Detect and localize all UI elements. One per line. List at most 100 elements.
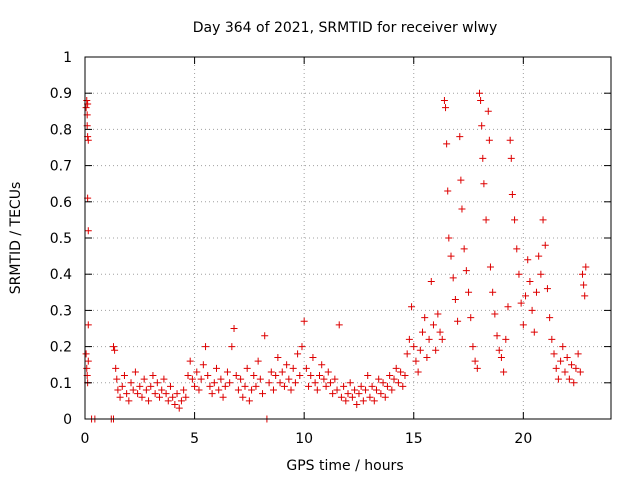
data-point [120, 372, 128, 380]
data-point [554, 375, 562, 383]
x-axis-title: GPS time / hours [286, 458, 403, 474]
data-point [539, 216, 547, 224]
data-point [507, 154, 515, 162]
data-point [469, 343, 477, 351]
data-point [480, 180, 488, 188]
data-point [329, 390, 337, 398]
data-point [489, 288, 497, 296]
data-point [517, 299, 525, 307]
data-point [234, 386, 242, 394]
data-point [476, 89, 483, 97]
data-point [344, 390, 352, 398]
data-point [366, 393, 374, 401]
data-point [285, 375, 293, 383]
data-point [294, 350, 302, 358]
data-point [568, 361, 576, 369]
data-point [254, 357, 262, 365]
data-point [241, 382, 249, 390]
data-point [576, 368, 584, 376]
data-point [524, 256, 532, 264]
data-point [557, 357, 565, 365]
data-point [493, 332, 501, 340]
data-point [579, 270, 587, 278]
data-point [175, 404, 183, 412]
data-point [458, 205, 466, 213]
y-tick-label: 0.9 [50, 86, 72, 102]
data-point [131, 368, 139, 376]
data-point [84, 321, 92, 329]
y-tick-label: 0.5 [50, 231, 72, 247]
data-point [84, 357, 92, 365]
data-point [272, 372, 280, 380]
data-point [388, 386, 396, 394]
data-point [138, 393, 146, 401]
data-point [215, 386, 223, 394]
data-point [109, 343, 117, 351]
data-point [269, 386, 277, 394]
data-point [541, 241, 549, 249]
data-point [465, 288, 473, 296]
data-point [353, 401, 361, 409]
data-point [186, 357, 194, 365]
data-point [511, 216, 519, 224]
data-point [477, 96, 485, 104]
data-point [508, 191, 516, 199]
data-point [84, 227, 92, 235]
data-point [156, 393, 164, 401]
data-point [506, 136, 514, 144]
y-tick-label: 0.6 [50, 195, 72, 211]
data-point [219, 393, 227, 401]
data-point [379, 379, 387, 387]
data-point [248, 386, 256, 394]
data-point [443, 140, 451, 148]
data-point [210, 379, 218, 387]
data-point [252, 382, 260, 390]
data-point [515, 270, 523, 278]
x-tick-label: 10 [295, 431, 313, 447]
data-point [405, 335, 413, 343]
data-point [140, 375, 148, 383]
data-point [537, 270, 545, 278]
data-point [83, 364, 91, 372]
y-tick-label: 1 [63, 50, 72, 66]
data-point [213, 364, 220, 372]
data-point [504, 303, 512, 311]
data-point [250, 372, 258, 380]
data-point [355, 390, 363, 398]
data-point [245, 397, 253, 405]
data-point [408, 303, 416, 311]
data-point [414, 368, 422, 376]
data-point [166, 382, 174, 390]
y-tick-label: 0.1 [50, 376, 72, 392]
data-point [559, 343, 567, 351]
data-point [202, 343, 210, 351]
data-point [322, 382, 330, 390]
data-point [357, 382, 365, 390]
data-point [206, 382, 214, 390]
data-point [513, 245, 521, 253]
x-tick-label: 5 [190, 431, 199, 447]
data-point [151, 390, 159, 398]
data-point [399, 382, 407, 390]
data-point [412, 357, 420, 365]
data-point [416, 346, 424, 354]
data-point [169, 393, 177, 401]
data-point [497, 353, 505, 361]
data-point [392, 364, 400, 372]
data-point [177, 397, 185, 405]
data-point [500, 368, 508, 376]
plot-frame [84, 56, 612, 420]
data-point [342, 397, 350, 405]
data-point [274, 353, 282, 361]
data-point [204, 372, 212, 380]
data-point [362, 386, 370, 394]
data-point [451, 296, 459, 304]
data-point [580, 281, 588, 289]
data-point [127, 379, 135, 387]
data-point [582, 263, 590, 271]
data-point [287, 386, 295, 394]
data-point [182, 393, 190, 401]
data-point [232, 372, 240, 380]
data-point [311, 379, 319, 387]
